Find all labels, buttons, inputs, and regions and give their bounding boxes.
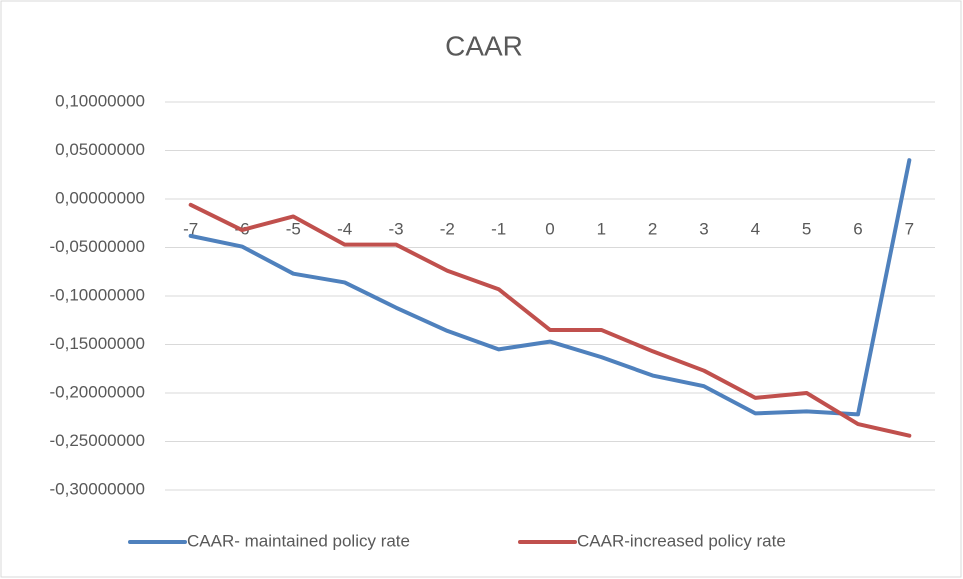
y-tick-label: -0,05000000 [50, 237, 145, 256]
x-tick-label: -7 [183, 219, 198, 238]
x-tick-label: 4 [751, 219, 760, 238]
legend-label: CAAR- maintained policy rate [187, 531, 410, 550]
x-tick-label: 2 [648, 219, 657, 238]
y-tick-label: -0,25000000 [50, 431, 145, 450]
x-tick-label: -3 [388, 219, 403, 238]
series-line [188, 202, 912, 438]
x-tick-label: 1 [597, 219, 606, 238]
x-tick-label: 6 [853, 219, 862, 238]
x-tick-label: -5 [286, 219, 301, 238]
chart-title: CAAR [445, 30, 523, 61]
y-tick-label: -0,20000000 [50, 382, 145, 401]
x-tick-label: 7 [905, 219, 914, 238]
y-tick-label: -0,10000000 [50, 285, 145, 304]
x-tick-label: -4 [337, 219, 352, 238]
y-tick-label: -0,15000000 [50, 334, 145, 353]
x-tick-label: 0 [545, 219, 554, 238]
x-tick-label: 3 [699, 219, 708, 238]
x-tick-label: -1 [491, 219, 506, 238]
y-tick-label: 0,05000000 [55, 140, 145, 159]
y-tick-label: -0,30000000 [50, 479, 145, 498]
legend-label: CAAR-increased policy rate [577, 531, 786, 550]
y-tick-label: 0,10000000 [55, 91, 145, 110]
x-tick-label: -2 [440, 219, 455, 238]
x-tick-label: 5 [802, 219, 811, 238]
y-tick-label: 0,00000000 [55, 188, 145, 207]
series-line [188, 158, 912, 417]
